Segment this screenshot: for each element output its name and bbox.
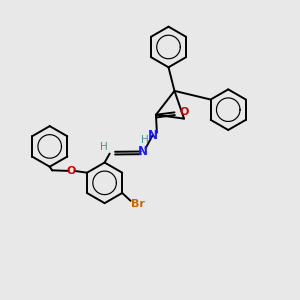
Text: N: N — [147, 129, 158, 142]
Text: O: O — [179, 107, 189, 117]
Text: H: H — [100, 142, 108, 152]
Text: N: N — [138, 145, 148, 158]
Text: O: O — [67, 166, 76, 176]
Text: Br: Br — [131, 199, 145, 209]
Text: H: H — [141, 135, 149, 145]
